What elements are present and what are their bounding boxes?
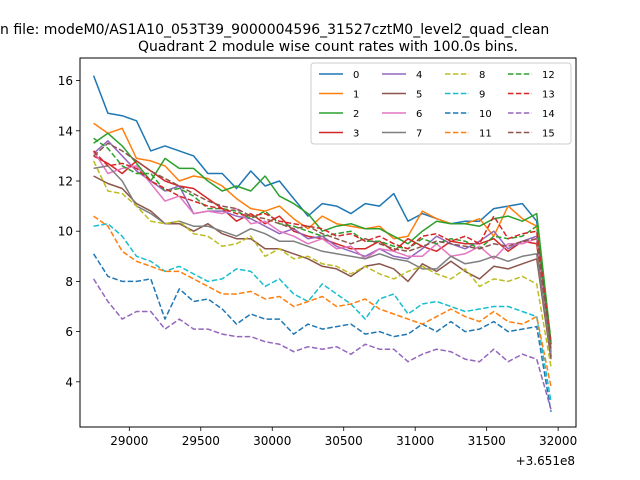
- x-tick-label: 29500: [182, 434, 220, 448]
- legend-label-11: 11: [479, 129, 492, 140]
- series-line-4: [93, 140, 552, 352]
- legend-label-12: 12: [542, 70, 555, 81]
- y-tick-label: 8: [65, 275, 73, 289]
- legend-label-14: 14: [542, 109, 555, 120]
- legend-label-13: 13: [542, 90, 555, 101]
- series-line-0: [92, 75, 552, 357]
- x-tick-label: 31500: [468, 434, 506, 448]
- series-line-13: [93, 150, 552, 345]
- x-tick-label: 30000: [253, 434, 291, 448]
- y-tick-label: 16: [58, 74, 73, 88]
- series-line-1: [93, 122, 552, 345]
- chart-title: Quadrant 2 module wise count rates with …: [138, 39, 518, 55]
- series-line-6: [92, 150, 552, 350]
- legend-label-7: 7: [416, 129, 422, 140]
- legend-label-9: 9: [479, 90, 485, 101]
- legend-label-8: 8: [479, 70, 485, 81]
- axes: 29000 29500 30000 30500 31000 31500 32000 4 6 8 10…: [58, 74, 578, 448]
- y-tick-label: 6: [65, 325, 73, 339]
- series-line-9: [93, 222, 552, 403]
- series-line-10: [92, 253, 552, 413]
- legend-label-4: 4: [416, 70, 422, 81]
- series-line-11: [93, 215, 552, 387]
- series-line-14: [92, 278, 552, 410]
- legend-label-5: 5: [416, 90, 422, 101]
- y-tick-label: 14: [58, 124, 73, 138]
- y-tick-label: 12: [58, 175, 73, 189]
- y-tick-label: 10: [58, 225, 73, 239]
- legend-label-2: 2: [353, 109, 359, 120]
- legend-label-10: 10: [479, 109, 492, 120]
- plot-area: [92, 75, 552, 413]
- legend-frame: [310, 62, 572, 145]
- x-tick-label: 30500: [325, 434, 363, 448]
- legend-label-6: 6: [416, 109, 422, 120]
- x-offset-label: +3.651e8: [516, 454, 575, 468]
- figure-suptitle: n file: modeM0/AS1A10_053T39_9000004596_…: [0, 22, 549, 38]
- legend-label-0: 0: [353, 70, 359, 81]
- x-tick-label: 31000: [396, 434, 434, 448]
- x-tick-label: 29000: [110, 434, 148, 448]
- y-tick-label: 4: [65, 375, 73, 389]
- plot-frame: [79, 57, 577, 428]
- series-line-15: [93, 142, 552, 350]
- x-tick-label: 32000: [539, 434, 577, 448]
- series-line-5: [93, 175, 552, 360]
- legend-label-15: 15: [542, 129, 555, 140]
- legend-label-1: 1: [353, 90, 359, 101]
- series-line-2: [93, 132, 552, 342]
- legend-label-3: 3: [353, 129, 359, 140]
- series-line-8: [92, 160, 552, 367]
- series-line-12: [93, 137, 552, 347]
